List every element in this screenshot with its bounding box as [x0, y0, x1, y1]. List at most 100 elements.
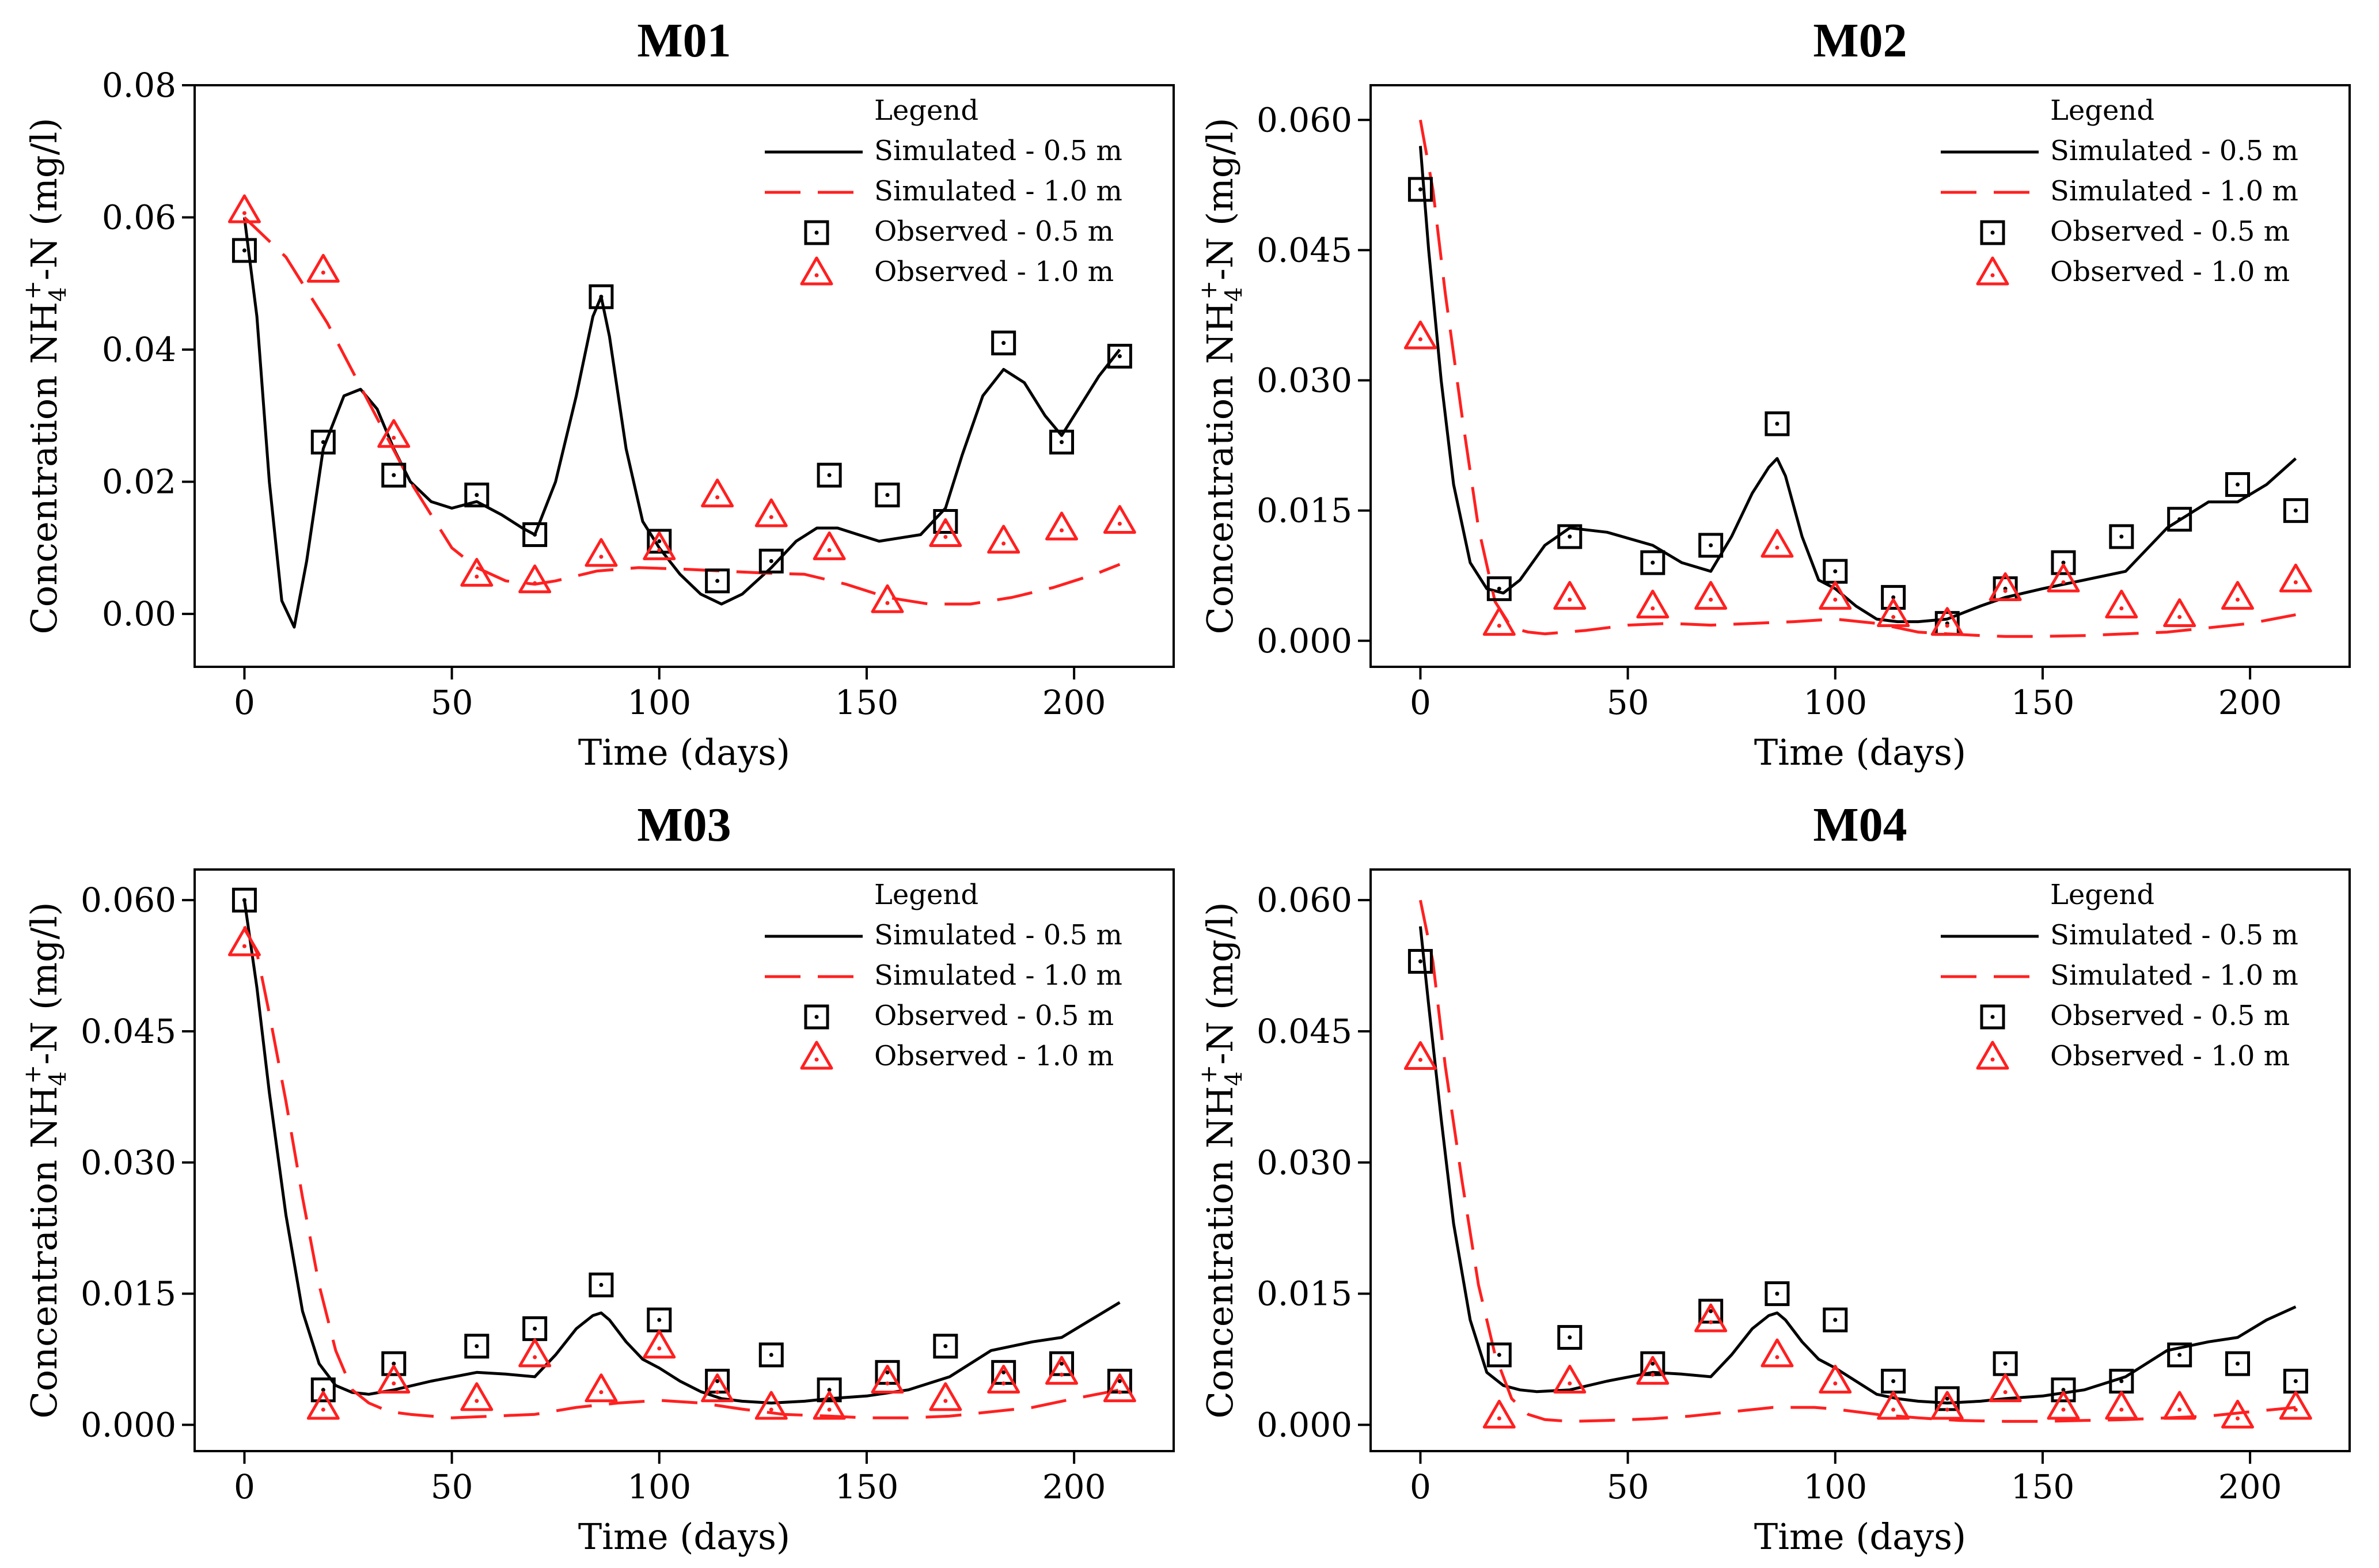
x-tick-label: 200: [1042, 683, 1106, 722]
y-tick-label: 0.015: [81, 1274, 176, 1313]
marker-observed-1-0m: [1930, 607, 1964, 636]
marker-observed-1-0m: [1819, 580, 1852, 610]
marker-observed-1-0m: [987, 1364, 1020, 1394]
series-line-simulated-0-5m: [242, 217, 1121, 629]
marker-observed-1-0m: [1045, 511, 1079, 541]
panel-title: M03: [637, 798, 731, 852]
marker-observed-0-5m: [310, 430, 336, 455]
series-line-simulated-1-0m: [243, 925, 1120, 1419]
marker-observed-1-0m: [2279, 1391, 2312, 1420]
x-axis-label: Time (days): [1754, 731, 1966, 773]
marker-observed-0-5m: [1049, 430, 1075, 455]
marker-observed-0-5m: [933, 1334, 958, 1359]
marker-observed-1-0m: [1760, 1338, 1794, 1368]
marker-observed-1-0m: [2221, 580, 2255, 610]
legend-entry-label: Simulated - 0.5 m: [874, 919, 1122, 951]
legend-entry-label: Observed - 0.5 m: [874, 215, 1114, 248]
marker-observed-1-0m: [2221, 1399, 2255, 1429]
marker-observed-1-0m: [2047, 1391, 2080, 1420]
marker-observed-0-5m: [1407, 177, 1433, 202]
legend: Legend Simulated - 0.5 m Simulated - 1.0 m…: [1941, 94, 2298, 288]
x-tick-label: 150: [2011, 683, 2075, 722]
marker-observed-0-5m: [991, 331, 1016, 356]
marker-observed-1-0m: [1989, 1373, 2022, 1403]
y-tick-label: 0.060: [1257, 880, 1352, 920]
x-tick-label: 50: [1607, 683, 1649, 722]
y-tick-label: 0.000: [1257, 621, 1352, 660]
marker-observed-1-0m: [1877, 598, 1910, 628]
marker-observed-1-0m: [306, 1391, 340, 1420]
marker-observed-0-5m: [232, 887, 257, 913]
marker-observed-1-0m: [754, 498, 788, 527]
marker-observed-0-5m: [1407, 948, 1433, 974]
y-tick-label: 0.00: [102, 594, 176, 633]
marker-observed-1-0m: [1103, 1373, 1136, 1403]
marker-observed-1-0m: [2163, 1391, 2196, 1420]
legend-entry-label: Simulated - 1.0 m: [874, 175, 1122, 207]
legend-observed-1-0m-swatch: [800, 1041, 833, 1070]
marker-observed-1-0m: [585, 1373, 618, 1403]
marker-observed-0-5m: [1698, 533, 1724, 558]
marker-observed-1-0m: [518, 1338, 552, 1368]
y-tick-label: 0.000: [1257, 1405, 1352, 1444]
legend-entry-label: Simulated - 0.5 m: [2050, 135, 2298, 167]
x-tick-label: 150: [835, 683, 899, 722]
y-tick-label: 0.02: [102, 462, 176, 502]
series-line-simulated-0-5m: [1418, 146, 2297, 624]
marker-observed-0-5m: [2051, 550, 2076, 575]
legend-entry-label: Observed - 0.5 m: [874, 1000, 1114, 1032]
marker-observed-0-5m: [1557, 524, 1583, 549]
marker-observed-1-0m: [460, 1382, 494, 1411]
marker-observed-0-5m: [2225, 472, 2251, 497]
panel-title: M01: [637, 14, 731, 67]
marker-observed-0-5m: [1765, 411, 1790, 436]
marker-observed-1-0m: [2105, 589, 2138, 618]
marker-observed-1-0m: [1636, 589, 1670, 618]
legend-entry-label: Observed - 0.5 m: [2050, 215, 2290, 248]
legend-observed-1-0m-swatch: [1976, 256, 2009, 286]
panel-title: M04: [1813, 798, 1907, 852]
panel-m04: M04 0 50 100 150 200 0.000 0.015 0.030 0.045 0.060…: [1196, 798, 2351, 1558]
y-tick-label: 0.06: [102, 198, 176, 237]
marker-observed-0-5m: [1486, 1342, 1512, 1368]
marker-observed-0-5m: [1823, 1307, 1848, 1332]
marker-observed-0-5m: [232, 238, 257, 263]
marker-observed-1-0m: [1694, 580, 1728, 610]
marker-observed-1-0m: [871, 584, 904, 613]
x-axis-label: Time (days): [578, 731, 790, 773]
marker-observed-1-0m: [1482, 1399, 1516, 1429]
y-tick-label: 0.045: [1257, 1012, 1352, 1051]
marker-observed-1-0m: [1819, 1364, 1852, 1394]
legend-title: Legend: [2050, 94, 2154, 127]
plot-frame: [1369, 84, 2351, 668]
y-tick-label: 0.045: [81, 1012, 176, 1051]
y-axis-label: Concentration NH4+-N (mg/l): [20, 902, 71, 1418]
legend-title: Legend: [874, 879, 978, 911]
marker-observed-0-5m: [2167, 1342, 2192, 1368]
legend-observed-0-5m-swatch: [1980, 220, 2005, 245]
marker-observed-0-5m: [2283, 498, 2308, 523]
marker-observed-1-0m: [2163, 598, 2196, 628]
marker-observed-1-0m: [227, 194, 261, 223]
marker-observed-0-5m: [705, 568, 730, 594]
marker-observed-1-0m: [813, 531, 846, 560]
legend-entry-label: Simulated - 0.5 m: [874, 135, 1122, 167]
marker-observed-1-0m: [643, 1330, 676, 1359]
x-tick-label: 200: [2218, 1467, 2282, 1506]
marker-observed-0-5m: [2167, 507, 2192, 532]
x-axis-label: Time (days): [578, 1516, 790, 1558]
marker-observed-1-0m: [518, 564, 552, 594]
marker-observed-0-5m: [381, 462, 407, 488]
legend-title: Legend: [874, 94, 978, 127]
marker-observed-0-5m: [310, 1377, 336, 1403]
panel-m01: M01 0 50 100 150 200 0.00 0.02 0.04 0.06 0.08 Time …: [20, 14, 1175, 773]
marker-observed-0-5m: [464, 1334, 490, 1359]
x-tick-label: 100: [627, 1467, 691, 1506]
legend: Legend Simulated - 0.5 m Simulated - 1.0 m…: [765, 94, 1122, 288]
y-tick-label: 0.015: [1257, 491, 1352, 530]
marker-observed-0-5m: [1640, 550, 1665, 575]
y-axis-label: Concentration NH4+-N (mg/l): [1196, 117, 1247, 634]
plot-frame: [193, 84, 1175, 668]
legend-entry-label: Observed - 1.0 m: [874, 256, 1114, 288]
marker-observed-0-5m: [647, 529, 672, 554]
